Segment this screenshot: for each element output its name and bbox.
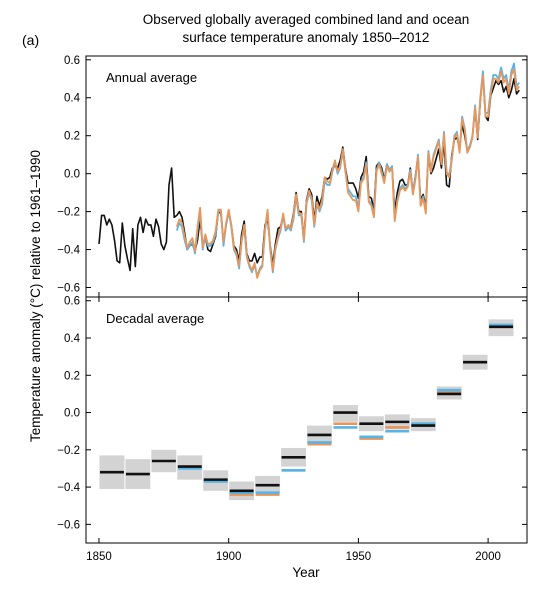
decadal-series-group [99,319,514,501]
decadal-average-panel: −0.6 −0.4 −0.2 0.0 0.2 0.4 0.6 1850 1900 1950 200… [57,296,528,563]
decadal-x-ticks: 1850 1900 1950 2000 [86,297,501,563]
annual-series-group [98,62,520,279]
annual-y-tick-label: 0.2 [64,131,80,143]
decadal-x-tick-label: 1900 [216,551,242,563]
annual-y-tick-label: 0.0 [64,169,80,181]
decadal-x-tick-label: 1850 [86,551,112,563]
decadal-x-tick-label: 1950 [346,551,372,563]
decadal-y-tick-label: 0.0 [64,408,80,420]
annual-y-ticks: −0.6 −0.4 −0.2 0.0 0.2 0.4 0.6 [57,55,527,295]
decadal-y-tick-label: −0.2 [57,445,80,457]
decadal-x-tick-label: 2000 [475,551,501,563]
annual-blue-line [175,62,520,278]
decadal-y-tick-label: 0.6 [64,296,80,308]
figure-title-line-2: surface temperature anomaly 1850–2012 [183,30,430,45]
annual-y-tick-label: −0.4 [57,245,80,257]
annual-panel-title: Annual average [106,70,197,85]
decadal-y-tick-label: −0.6 [57,519,80,531]
annual-black-line [98,72,520,272]
panel-label: (a) [22,32,39,48]
decadal-y-ticks: −0.6 −0.4 −0.2 0.0 0.2 0.4 0.6 [57,296,527,531]
annual-orange-line [175,68,520,279]
annual-average-panel: −0.6 −0.4 −0.2 0.0 0.2 0.4 0.6 Annual average [57,55,528,298]
figure-title-line-1: Observed globally averaged combined land… [143,12,469,27]
decadal-panel-title: Decadal average [106,311,204,326]
annual-y-tick-label: −0.6 [57,283,80,295]
annual-y-tick-label: −0.2 [57,207,80,219]
x-axis-label: Year [292,565,320,580]
annual-panel-frame [85,55,528,298]
annual-y-tick-label: 0.6 [64,55,80,67]
annual-y-tick-label: 0.4 [64,93,81,105]
annual-x-ticks [98,292,489,297]
decadal-y-tick-label: −0.4 [57,482,80,494]
decadal-y-tick-label: 0.4 [64,333,81,345]
y-axis-label: Temperature anomaly (°C) relative to 196… [28,150,43,442]
decadal-y-tick-label: 0.2 [64,370,80,382]
decadal-panel-frame [85,296,528,544]
